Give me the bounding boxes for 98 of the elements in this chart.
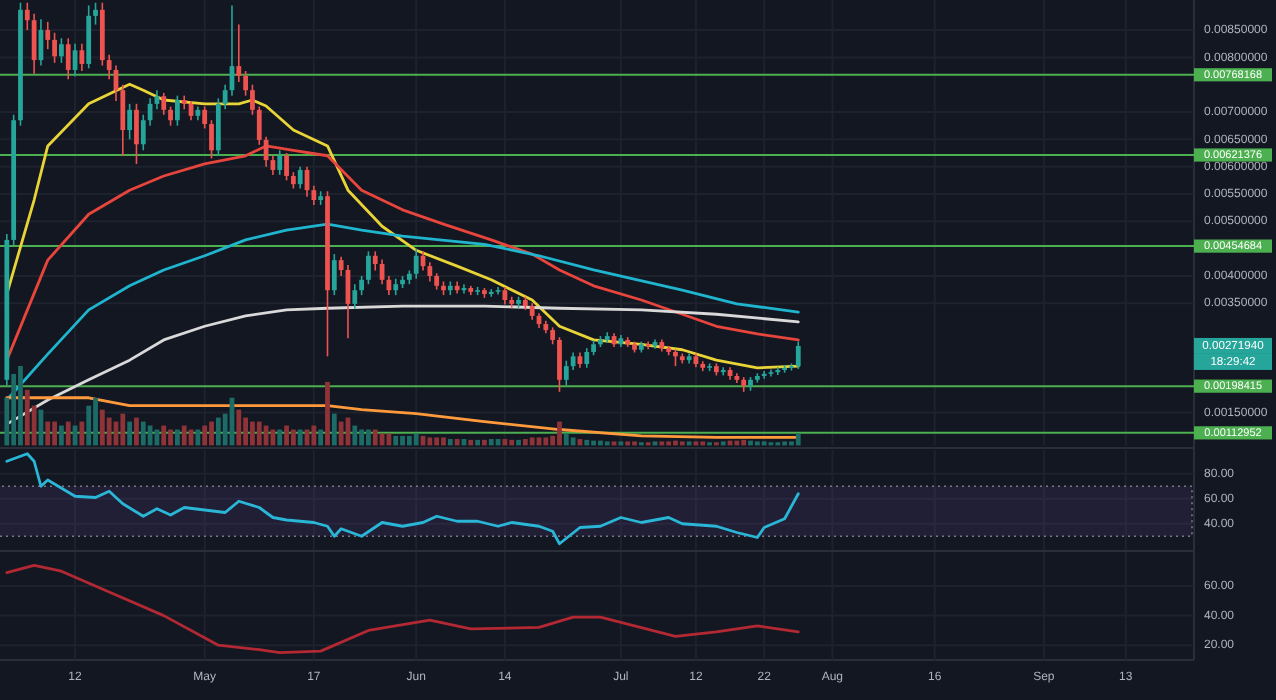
bar (475, 439, 480, 446)
bar (127, 421, 133, 446)
candlestick (175, 94, 180, 127)
bar (325, 381, 330, 446)
bar (59, 425, 64, 446)
bar (215, 417, 221, 446)
candlestick (31, 12, 37, 75)
bar (175, 429, 180, 446)
candlestick (331, 253, 337, 296)
candlestick (209, 119, 214, 160)
bar (488, 439, 494, 446)
line-series (5, 82, 800, 370)
bar (454, 439, 460, 446)
bar (297, 429, 303, 446)
bar (93, 397, 98, 446)
bar (168, 429, 173, 446)
candlestick (127, 103, 133, 141)
line-series (5, 452, 800, 546)
candlestick (161, 92, 167, 116)
bar (516, 439, 521, 446)
candlestick (45, 21, 51, 50)
bar (563, 433, 569, 446)
candlestick (59, 37, 64, 64)
candlestick (495, 286, 501, 296)
bar (311, 425, 317, 446)
bar (24, 389, 30, 446)
bar (45, 421, 51, 446)
bar (120, 413, 126, 446)
candlestick (557, 336, 562, 393)
bar (413, 433, 419, 446)
bar (161, 425, 167, 446)
bar (482, 439, 487, 446)
candlestick (413, 247, 419, 280)
candlestick (795, 340, 801, 370)
candlestick (366, 250, 371, 285)
bar (366, 429, 371, 446)
bar (557, 421, 562, 446)
bar (65, 421, 71, 446)
line-series (5, 563, 800, 654)
bar (140, 421, 146, 446)
bar (284, 425, 289, 446)
bar (86, 405, 92, 446)
bar (509, 439, 515, 446)
bar (181, 425, 187, 446)
bar (318, 429, 324, 446)
bar (18, 366, 23, 446)
bar (400, 435, 405, 446)
candlestick (761, 370, 767, 380)
candlestick (202, 105, 208, 130)
candlestick (563, 359, 569, 387)
bar (236, 409, 242, 446)
bar (134, 417, 139, 446)
bar (393, 435, 399, 446)
candlestick (488, 288, 494, 298)
bar (570, 437, 576, 446)
bar (427, 437, 433, 446)
bar (543, 437, 549, 446)
bar (741, 439, 747, 446)
candlestick (277, 149, 283, 176)
candlestick (775, 366, 781, 376)
candlestick (768, 368, 774, 378)
candlestick (284, 152, 289, 182)
bar (372, 429, 378, 446)
bar (277, 429, 283, 446)
bar (468, 439, 474, 446)
bar (11, 373, 17, 446)
bar (359, 429, 364, 446)
candlestick (584, 347, 590, 369)
bar (79, 421, 85, 446)
bar (529, 437, 535, 446)
bar (795, 433, 801, 446)
candlestick (297, 165, 303, 190)
candlestick (79, 42, 85, 72)
bar (434, 437, 440, 446)
bar (290, 429, 296, 446)
candlestick (720, 366, 726, 377)
candlestick (65, 37, 71, 81)
bar (202, 425, 208, 446)
bar (256, 421, 262, 446)
candlestick (93, 1, 98, 26)
bar (195, 429, 201, 446)
bar (331, 413, 337, 446)
bar (584, 439, 590, 446)
bar (406, 435, 412, 446)
bar (250, 421, 255, 446)
candlestick (236, 23, 242, 83)
bar (441, 437, 446, 446)
bar (352, 425, 358, 446)
bar (52, 421, 57, 446)
bar (99, 409, 105, 446)
candlestick (134, 103, 139, 165)
candlestick (352, 283, 358, 310)
bar (338, 421, 344, 446)
bar (447, 439, 453, 446)
bar (243, 417, 249, 446)
bar (106, 417, 112, 446)
bar (209, 421, 214, 446)
bar (522, 439, 528, 446)
